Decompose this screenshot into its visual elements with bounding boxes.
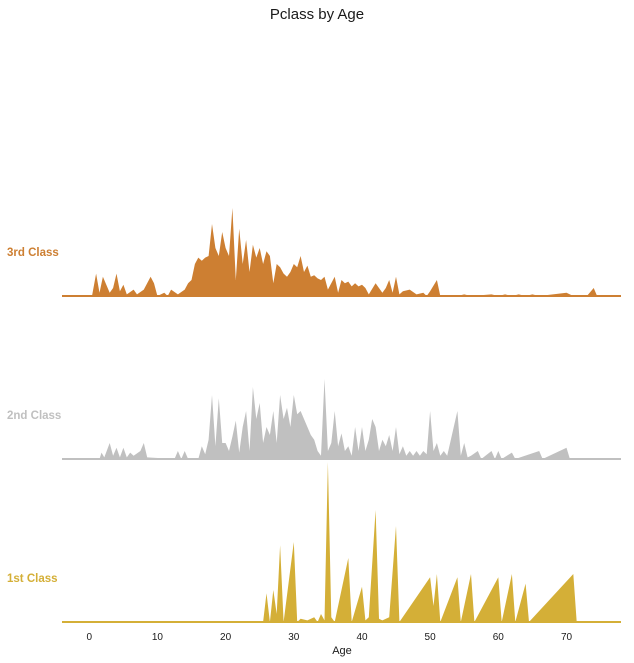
x-tick-label: 50	[425, 632, 437, 643]
series-label: 3rd Class	[7, 247, 59, 259]
x-tick-label: 30	[288, 632, 300, 643]
ridge-row-3: 1st Class	[7, 462, 621, 623]
ridge-row-1: 3rd Class	[7, 208, 621, 297]
series-label: 2nd Class	[7, 410, 61, 422]
x-tick-label: 60	[493, 632, 505, 643]
x-axis-label: Age	[332, 645, 352, 657]
x-axis-ticks: 0 10 20 30 40 50 60 70	[87, 632, 573, 643]
series-area	[263, 462, 577, 622]
x-tick-label: 40	[356, 632, 368, 643]
series-area	[99, 379, 570, 459]
ridge-rows: 3rd Class 2nd Class 1st Class	[7, 208, 621, 623]
x-tick-label: 10	[152, 632, 164, 643]
x-tick-label: 20	[220, 632, 232, 643]
x-tick-label: 70	[561, 632, 573, 643]
series-area	[92, 208, 598, 296]
chart-title: Pclass by Age	[270, 6, 364, 23]
ridge-row-2: 2nd Class	[7, 379, 621, 460]
series-label: 1st Class	[7, 573, 58, 585]
x-tick-label: 0	[87, 632, 93, 643]
